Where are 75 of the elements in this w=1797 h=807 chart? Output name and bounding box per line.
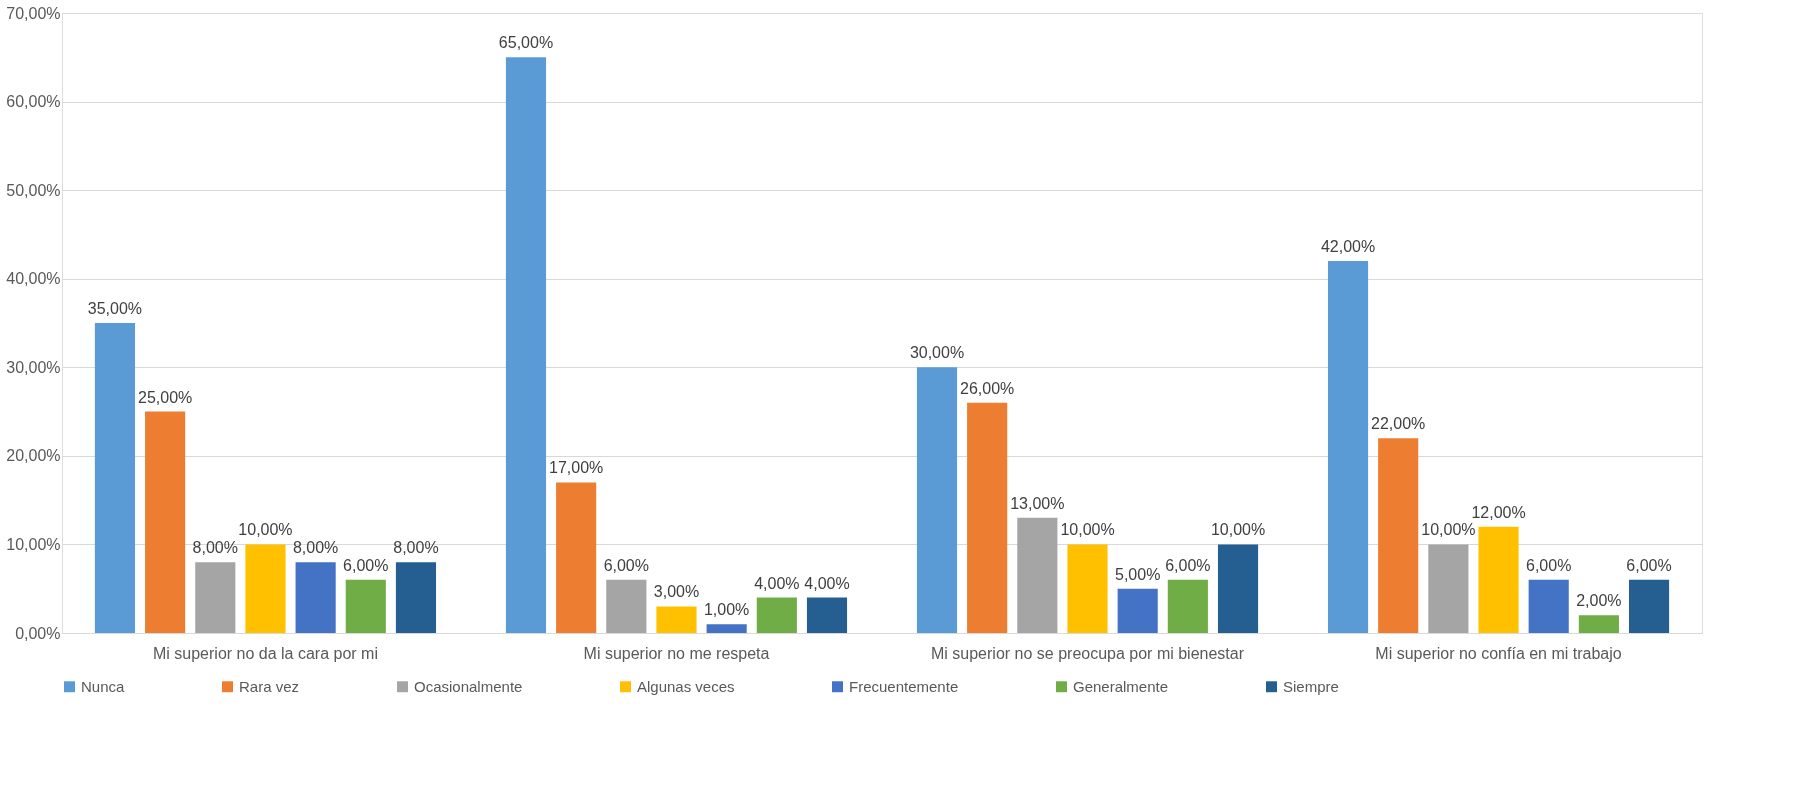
- data-label: 2,00%: [1576, 592, 1622, 610]
- data-label: 25,00%: [137, 388, 193, 406]
- data-label: 10,00%: [1421, 521, 1476, 539]
- data-label: 1,00%: [703, 601, 750, 619]
- bar: [245, 544, 286, 633]
- legend-label: Siempre: [1283, 677, 1339, 695]
- legend-label: Frecuentemente: [849, 677, 959, 695]
- bar: [556, 482, 597, 633]
- data-label: 6,00%: [343, 556, 389, 574]
- data-label: 42,00%: [1320, 238, 1376, 255]
- bar: [1067, 544, 1108, 633]
- y-tick-label: 20,00%: [6, 447, 61, 465]
- data-label: 4,00%: [804, 574, 850, 592]
- data-label: 35,00%: [87, 300, 143, 317]
- data-label: 12,00%: [1471, 503, 1526, 521]
- data-label: 26,00%: [960, 379, 1015, 397]
- data-label: 17,00%: [549, 459, 604, 477]
- bar: [1578, 615, 1619, 633]
- bar: [1628, 579, 1670, 633]
- bar: [1478, 526, 1519, 633]
- y-tick-label: 60,00%: [6, 93, 61, 111]
- y-tick-label: 40,00%: [6, 270, 61, 288]
- legend-label: Rara vez: [239, 677, 300, 695]
- bar: [916, 367, 958, 633]
- y-tick-label: 70,00%: [6, 4, 61, 22]
- data-label: 3,00%: [653, 583, 700, 601]
- legend-label: Ocasionalmente: [414, 677, 523, 695]
- bar: [505, 57, 547, 633]
- bar: [295, 562, 336, 633]
- bar: [606, 579, 647, 633]
- bar: [967, 402, 1008, 633]
- data-label: 10,00%: [1060, 521, 1115, 539]
- bar: [1528, 579, 1569, 633]
- data-label: 22,00%: [1371, 415, 1426, 433]
- bar: [756, 597, 797, 633]
- legend-label: Generalmente: [1073, 677, 1169, 695]
- bar: [395, 562, 437, 633]
- bar: [706, 624, 747, 633]
- bar: [94, 323, 136, 633]
- y-tick-label: 30,00%: [6, 358, 61, 376]
- bar: [345, 579, 386, 633]
- legend-label: Nunca: [81, 677, 126, 695]
- bar: [1378, 438, 1419, 633]
- data-label: 13,00%: [1010, 494, 1065, 512]
- legend-label: Algunas veces: [637, 677, 735, 695]
- bar: [1117, 588, 1158, 633]
- y-tick-label: 50,00%: [6, 181, 61, 199]
- data-label: 6,00%: [1526, 556, 1572, 574]
- data-label: 8,00%: [292, 539, 339, 557]
- data-label: 8,00%: [192, 539, 238, 557]
- x-tick-label: Mi superior no me respeta: [583, 644, 770, 662]
- data-label: 6,00%: [1165, 556, 1211, 574]
- data-label: 4,00%: [754, 574, 800, 592]
- x-tick-label: Mi superior no se preocupa por mi bienestar: [930, 644, 1245, 662]
- bar: [1327, 261, 1369, 633]
- data-label: 5,00%: [1115, 565, 1161, 583]
- data-label: 10,00%: [1210, 521, 1266, 539]
- data-label: 65,00%: [498, 34, 554, 52]
- y-tick-label: 0,00%: [15, 624, 61, 642]
- bar: [1428, 544, 1469, 633]
- bar: [1167, 579, 1208, 633]
- data-label: 6,00%: [1626, 556, 1672, 574]
- data-label: 8,00%: [393, 539, 439, 557]
- x-tick-label: Mi superior no da la cara por mi: [152, 644, 378, 662]
- x-tick-label: Mi superior no confía en mi trabajo: [1375, 644, 1622, 662]
- bar: [656, 606, 697, 633]
- bar: [195, 562, 236, 633]
- data-label: 10,00%: [238, 521, 293, 539]
- bar: [145, 411, 186, 633]
- bar: [1017, 517, 1058, 633]
- data-label: 30,00%: [909, 344, 965, 362]
- data-label: 6,00%: [603, 556, 649, 574]
- y-tick-label: 10,00%: [6, 535, 61, 553]
- bar: [806, 597, 848, 633]
- bar: [1217, 544, 1259, 633]
